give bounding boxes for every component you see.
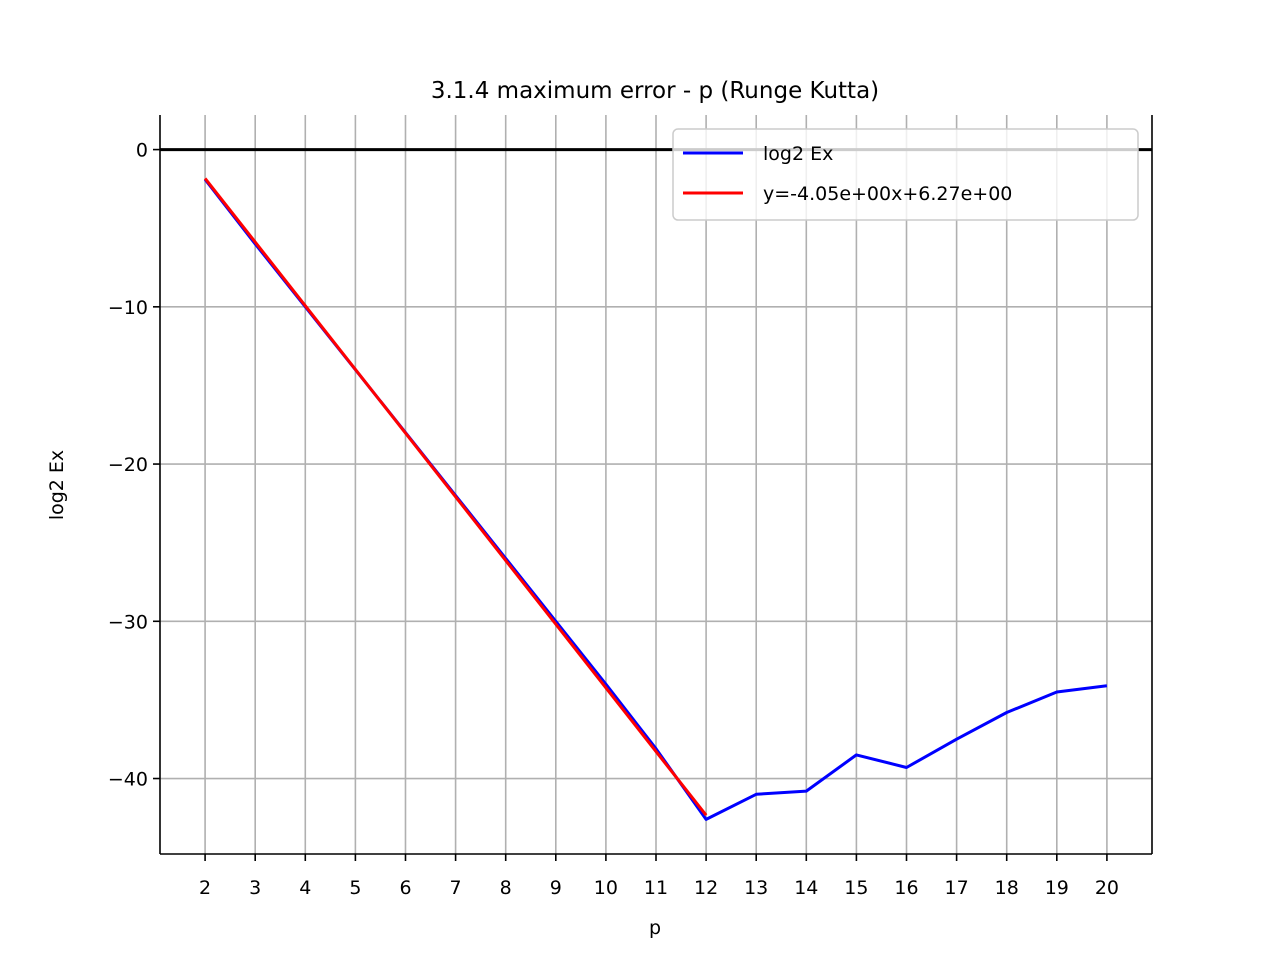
- x-tick-label: 3: [249, 877, 261, 899]
- x-tick-label: 9: [550, 877, 562, 899]
- x-axis-label: p: [649, 917, 661, 939]
- x-tick-label: 2: [199, 877, 211, 899]
- y-tick-label: −30: [108, 611, 148, 633]
- x-tick-label: 6: [399, 877, 411, 899]
- x-tick-label: 4: [299, 877, 311, 899]
- x-tick-label: 7: [450, 877, 462, 899]
- series-lines: [203, 177, 1108, 821]
- series-line-1: [203, 177, 708, 817]
- tick-marks: 2 3 4 5 6 7 8 9 10 11 12 13 14 15 16 17 18 19 20 0 −10 −20 −30…: [108, 140, 1119, 899]
- legend: log2 Ex y=-4.05e+00x+6.27e+00: [672, 128, 1139, 221]
- chart-title: 3.1.4 maximum error - p (Runge Kutta): [431, 78, 879, 104]
- y-tick-label: −40: [108, 769, 148, 791]
- legend-label-1: y=-4.05e+00x+6.27e+00: [763, 183, 1012, 205]
- x-tick-label: 19: [1045, 877, 1069, 899]
- y-tick-label: 0: [136, 140, 148, 162]
- x-tick-label: 13: [744, 877, 768, 899]
- y-axis-label: log2 Ex: [46, 450, 68, 520]
- x-tick-label: 14: [794, 877, 818, 899]
- x-tick-label: 16: [894, 877, 918, 899]
- x-tick-label: 5: [349, 877, 361, 899]
- x-tick-label: 18: [995, 877, 1019, 899]
- y-tick-label: −20: [108, 454, 148, 476]
- y-tick-label: −10: [108, 297, 148, 319]
- x-tick-label: 12: [694, 877, 718, 899]
- x-tick-label: 15: [844, 877, 868, 899]
- x-tick-label: 11: [644, 877, 668, 899]
- legend-label-0: log2 Ex: [763, 143, 833, 165]
- legend-box: [672, 128, 1139, 221]
- x-tick-label: 17: [945, 877, 969, 899]
- x-tick-label: 10: [594, 877, 618, 899]
- x-tick-label: 8: [500, 877, 512, 899]
- x-tick-label: 20: [1095, 877, 1119, 899]
